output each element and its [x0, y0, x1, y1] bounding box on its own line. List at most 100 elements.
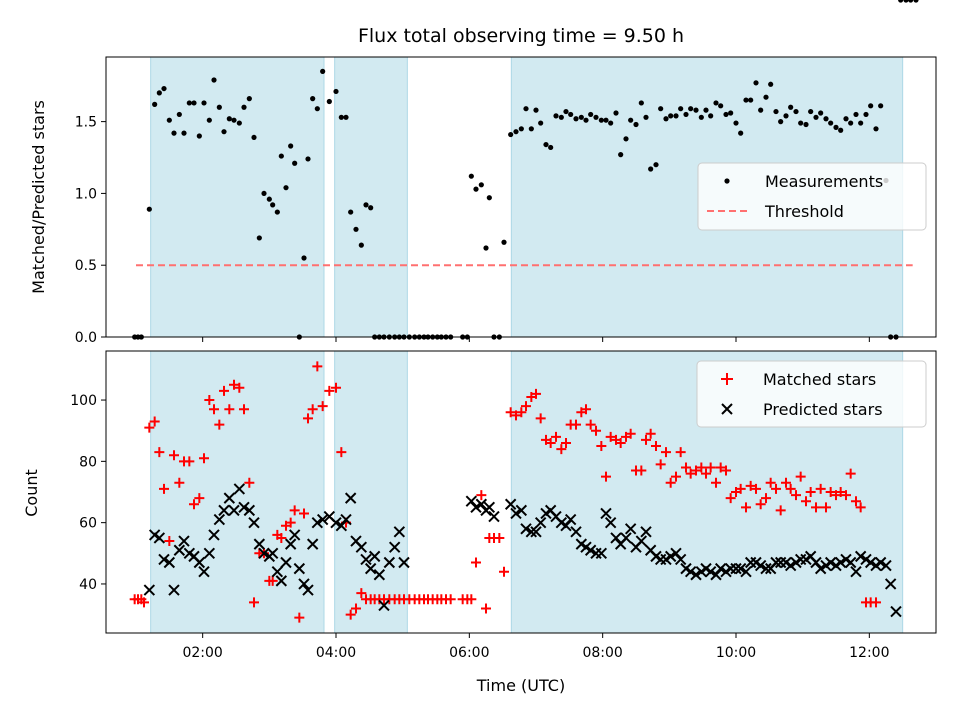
- measurement-point: [588, 111, 594, 118]
- matched-star-point: [855, 502, 866, 513]
- measurement-point: [648, 166, 654, 172]
- matched-star-point: [234, 382, 245, 393]
- matched-star-point: [841, 490, 851, 501]
- predicted-star-point: [784, 559, 797, 572]
- predicted-star-point: [373, 569, 386, 581]
- legend-measurements-label: Measurements: [765, 172, 883, 191]
- measurement-point: [723, 111, 729, 118]
- predicted-star-point: [884, 578, 897, 590]
- measurement-point: [241, 104, 247, 110]
- measurement-point: [146, 206, 152, 212]
- measurement-point: [743, 97, 749, 103]
- matched-star-point: [276, 532, 287, 543]
- y-tick-label: 80: [79, 454, 97, 470]
- measurement-point: [638, 100, 644, 106]
- predicted-star-point: [293, 562, 306, 575]
- matched-star-point: [511, 410, 521, 421]
- matched-star-point: [356, 588, 367, 599]
- measurement-point: [483, 245, 489, 251]
- measurement-point: [788, 104, 794, 110]
- predicted-star-point: [520, 523, 532, 535]
- matched-star-point: [681, 462, 691, 473]
- measurement-point: [598, 117, 604, 123]
- predicted-star-point: [208, 529, 220, 541]
- matched-star-point: [851, 496, 861, 507]
- bottom-panel-frame: [105, 350, 937, 634]
- predicted-star-point: [393, 526, 406, 538]
- x-tick-label: 06:00: [449, 645, 489, 661]
- measurement-point: [314, 106, 320, 112]
- predicted-star-point: [360, 553, 372, 566]
- y-tick-label: 60: [79, 516, 97, 532]
- matched-star-point: [805, 487, 816, 497]
- bottom-panel-x-ticks: 02:00 04:00 06:00 08:00 10:00 12:00: [182, 633, 890, 661]
- measurement-point: [508, 131, 514, 138]
- matched-star-point: [725, 493, 736, 504]
- measurement-point: [216, 104, 222, 110]
- measurement-point: [501, 239, 507, 245]
- matched-star-point: [761, 493, 771, 504]
- measurement-point: [758, 107, 764, 113]
- predicted-star-point: [233, 483, 246, 495]
- matched-star-point: [596, 441, 607, 452]
- predicted-star-point: [158, 553, 170, 566]
- predicted-star-point: [483, 501, 496, 514]
- matched-star-point: [331, 382, 341, 393]
- measurement-point: [678, 106, 684, 112]
- measurement-point: [603, 117, 609, 123]
- matched-star-point: [645, 428, 656, 439]
- predicted-star-point: [465, 495, 478, 507]
- measurement-point: [201, 100, 207, 106]
- predicted-star-point: [368, 550, 381, 563]
- measurement-point: [211, 77, 217, 83]
- predicted-star-point: [604, 516, 617, 529]
- predicted-star-point: [640, 526, 652, 538]
- measurement-point: [803, 121, 809, 128]
- predicted-star-point: [153, 532, 166, 544]
- predicted-star-point: [850, 565, 862, 578]
- measurement-point: [338, 114, 344, 120]
- measurement-point: [573, 116, 579, 122]
- measurement-point: [270, 202, 276, 208]
- matched-star-point: [471, 557, 481, 568]
- measurement-point: [368, 205, 374, 211]
- x-tick-label: 08:00: [582, 645, 622, 661]
- matched-star-point: [735, 483, 746, 494]
- predicted-star-point: [266, 547, 279, 560]
- measurement-point: [231, 117, 237, 123]
- matched-star-point: [214, 419, 225, 430]
- matched-star-point: [651, 441, 661, 452]
- matched-star-point: [791, 490, 801, 501]
- measurement-point: [613, 110, 619, 116]
- matched-star-point: [785, 483, 796, 494]
- matched-star-point: [636, 465, 647, 476]
- measurement-point: [778, 119, 784, 125]
- matched-star-point: [556, 444, 567, 455]
- matched-star-point: [811, 502, 821, 513]
- predicted-star-point: [248, 516, 260, 529]
- measurement-point: [353, 226, 359, 232]
- predicted-star-point: [311, 516, 324, 529]
- measurement-point: [763, 94, 769, 100]
- matched-star-point: [591, 425, 601, 436]
- measurement-point: [256, 235, 262, 241]
- matched-star-point: [545, 437, 556, 448]
- shaded-interval: [334, 350, 408, 634]
- predicted-star-point: [203, 547, 216, 560]
- matched-star-point: [239, 404, 249, 415]
- bottom-panel-y-label: Count: [22, 469, 41, 517]
- predicted-star-point: [275, 575, 288, 587]
- measurement-point: [643, 114, 649, 120]
- shaded-interval: [150, 56, 325, 338]
- measurement-point: [848, 120, 854, 126]
- measurement-point: [653, 162, 659, 168]
- predicted-star-point: [584, 544, 597, 556]
- predicted-star-point: [534, 516, 547, 529]
- measurement-point: [663, 116, 669, 122]
- measurement-point: [533, 107, 539, 113]
- predicted-star-point: [284, 538, 297, 550]
- matched-star-point: [845, 468, 856, 479]
- matched-star-point: [505, 407, 516, 418]
- matched-star-point: [625, 428, 636, 439]
- measurement-point: [773, 108, 779, 115]
